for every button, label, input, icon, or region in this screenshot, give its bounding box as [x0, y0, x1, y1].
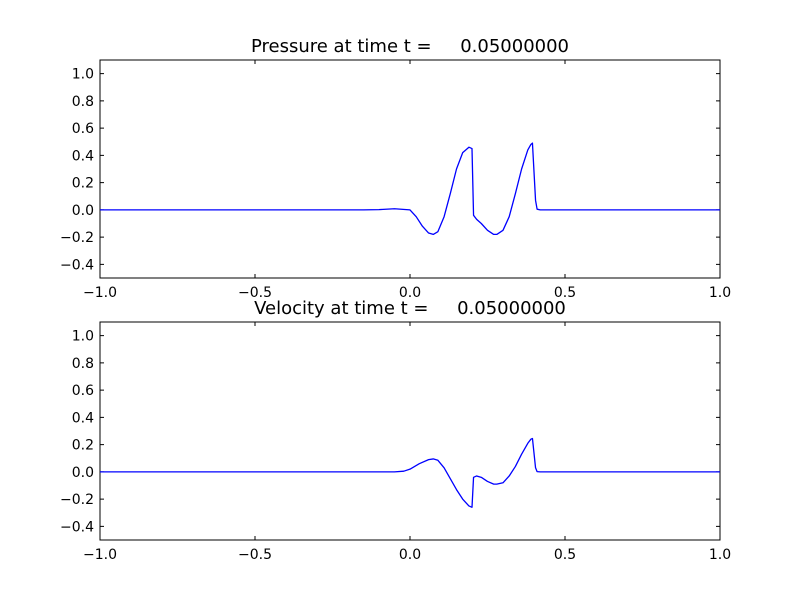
pressure-ytick-label: 1.0	[72, 67, 94, 83]
pressure-xtick-label: 0.0	[399, 285, 421, 301]
pressure-xtick-label: −1.0	[83, 285, 117, 301]
velocity-ytick-label: 1.0	[72, 329, 94, 345]
pressure-ytick-label: −0.2	[60, 230, 94, 246]
velocity-ytick-label: 0.2	[72, 438, 94, 454]
pressure-ytick-label: 0.4	[72, 148, 94, 164]
pressure-subplot: Pressure at time t = 0.05000000 −1.0 −0.5…	[60, 36, 731, 301]
velocity-series	[100, 437, 720, 508]
velocity-subplot: Velocity at time t = 0.05000000 −1.0 −0.5…	[60, 298, 731, 563]
pressure-xtick-label: −0.5	[238, 285, 272, 301]
velocity-ytick-label: 0.8	[72, 356, 94, 372]
velocity-ytick-label: 0.4	[72, 410, 94, 426]
pressure-ytick-label: 0.6	[72, 121, 94, 137]
pressure-line	[100, 142, 720, 236]
velocity-title: Velocity at time t = 0.05000000	[254, 298, 566, 319]
velocity-xtick-label: −0.5	[238, 547, 272, 563]
velocity-ytick-label: 0.6	[72, 383, 94, 399]
velocity-ytick-label: 0.0	[72, 465, 94, 481]
velocity-xtick-label: 0.0	[399, 547, 421, 563]
velocity-ticks: −1.0 −0.5 0.0 0.5 1.0 −0.4 −0.2 0.0 0.2 0.4 0.6 0.8…	[60, 322, 731, 563]
pressure-ytick-label: −0.4	[60, 257, 94, 273]
pressure-series	[100, 142, 720, 236]
pressure-ytick-label: 0.0	[72, 203, 94, 219]
pressure-ytick-label: 0.2	[72, 176, 94, 192]
velocity-ytick-label: −0.2	[60, 492, 94, 508]
pressure-xtick-label: 1.0	[709, 285, 731, 301]
pressure-ytick-label: 0.8	[72, 94, 94, 110]
pressure-ticks: −1.0 −0.5 0.0 0.5 1.0 −0.4 −0.2 0.0 0.2 0.4 0.6 0.8…	[60, 60, 731, 301]
velocity-xtick-label: 0.5	[554, 547, 576, 563]
velocity-line	[100, 437, 720, 508]
velocity-xtick-label: 1.0	[709, 547, 731, 563]
velocity-xtick-label: −1.0	[83, 547, 117, 563]
pressure-xtick-label: 0.5	[554, 285, 576, 301]
pressure-title: Pressure at time t = 0.05000000	[251, 36, 569, 57]
velocity-ytick-label: −0.4	[60, 519, 94, 535]
